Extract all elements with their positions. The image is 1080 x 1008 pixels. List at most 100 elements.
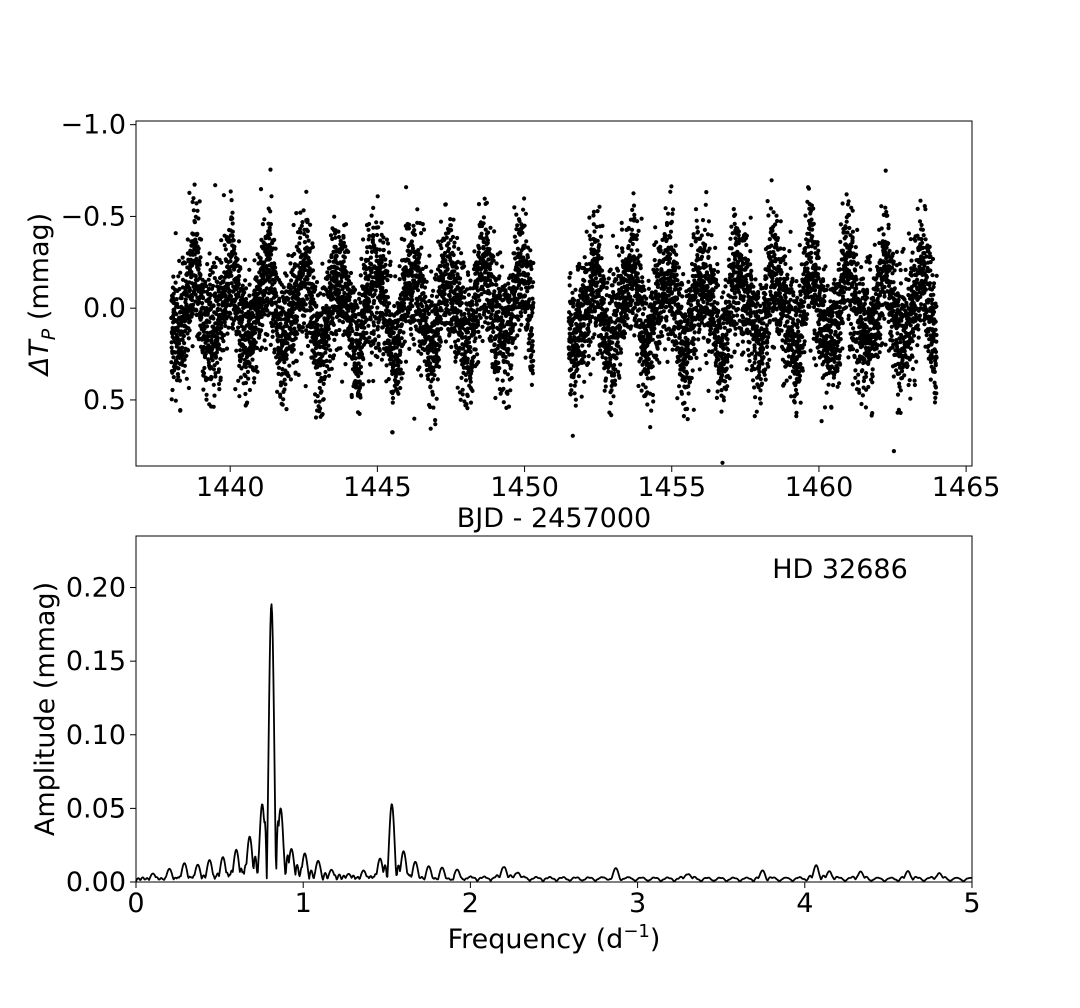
data-point [411,336,416,342]
data-point [591,356,596,361]
data-point [182,341,187,346]
data-point [612,363,617,368]
data-point [385,269,390,274]
data-point [449,344,454,350]
data-point [282,387,287,392]
data-point [615,340,620,345]
data-point [613,382,618,387]
data-point [300,220,305,225]
data-point [595,238,600,243]
data-point [386,250,392,255]
data-point [199,312,204,317]
data-point [398,350,403,355]
data-point [485,238,490,243]
data-point [433,418,438,423]
data-point [341,332,346,338]
data-point [213,183,218,188]
data-point [352,352,357,357]
data-point [268,342,273,347]
data-point [492,289,497,294]
data-point [381,247,386,253]
data-point [442,291,447,297]
data-point [434,396,439,401]
data-point [326,343,331,348]
data-point [286,296,291,301]
data-point [398,360,403,365]
data-point [436,239,441,244]
data-point [576,374,582,379]
data-point [343,244,348,249]
data-point [586,361,591,366]
data-point [374,232,380,238]
data-point [255,369,260,374]
data-point [219,274,224,279]
data-point [236,325,241,330]
data-point [254,364,259,370]
data-point [381,240,386,245]
data-point [487,267,493,272]
data-point [212,294,218,299]
data-point [468,400,474,405]
data-point [190,344,195,349]
data-point [253,325,258,330]
data-point [397,339,402,345]
data-point [385,295,390,300]
data-point [190,311,195,316]
data-point [494,261,499,266]
data-point [604,307,610,312]
data-point [301,321,307,326]
data-point [233,251,238,256]
data-point [412,342,417,347]
data-point [371,323,377,328]
data-point [531,280,536,285]
data-point [172,368,177,373]
data-point [334,332,339,337]
data-point [247,293,252,298]
data-point [305,219,310,224]
data-point [520,230,525,235]
data-point [396,379,401,385]
data-point [342,265,347,270]
data-point [529,266,534,272]
data-point [216,302,221,307]
data-point [614,244,620,250]
data-point [380,281,385,286]
data-point [572,391,577,396]
data-point [357,296,362,301]
data-point [321,381,326,386]
data-point [477,334,482,339]
data-point [180,285,185,290]
data-point [437,364,442,369]
data-point [177,341,182,346]
data-point [388,259,393,264]
data-point [512,234,518,239]
data-point [313,284,318,289]
data-point [320,261,325,266]
data-point [488,334,493,339]
data-point [375,324,380,329]
data-point [272,262,277,267]
data-point [309,307,314,312]
data-point [468,379,473,384]
data-point [223,247,228,252]
data-point [243,278,248,283]
data-point [415,288,421,293]
data-point [486,257,491,262]
data-point [300,329,305,334]
data-point [294,359,299,364]
data-point [458,276,463,281]
data-point [270,329,275,334]
data-point [452,244,457,249]
data-point [238,266,243,271]
data-point [185,331,190,336]
data-point [468,376,473,381]
data-point [451,252,456,258]
data-point [291,342,296,348]
data-point [180,345,185,350]
data-point [498,250,503,255]
data-point [239,309,244,314]
data-point [196,246,201,251]
data-point [424,264,429,269]
data-point [194,240,199,245]
data-point [500,318,505,323]
